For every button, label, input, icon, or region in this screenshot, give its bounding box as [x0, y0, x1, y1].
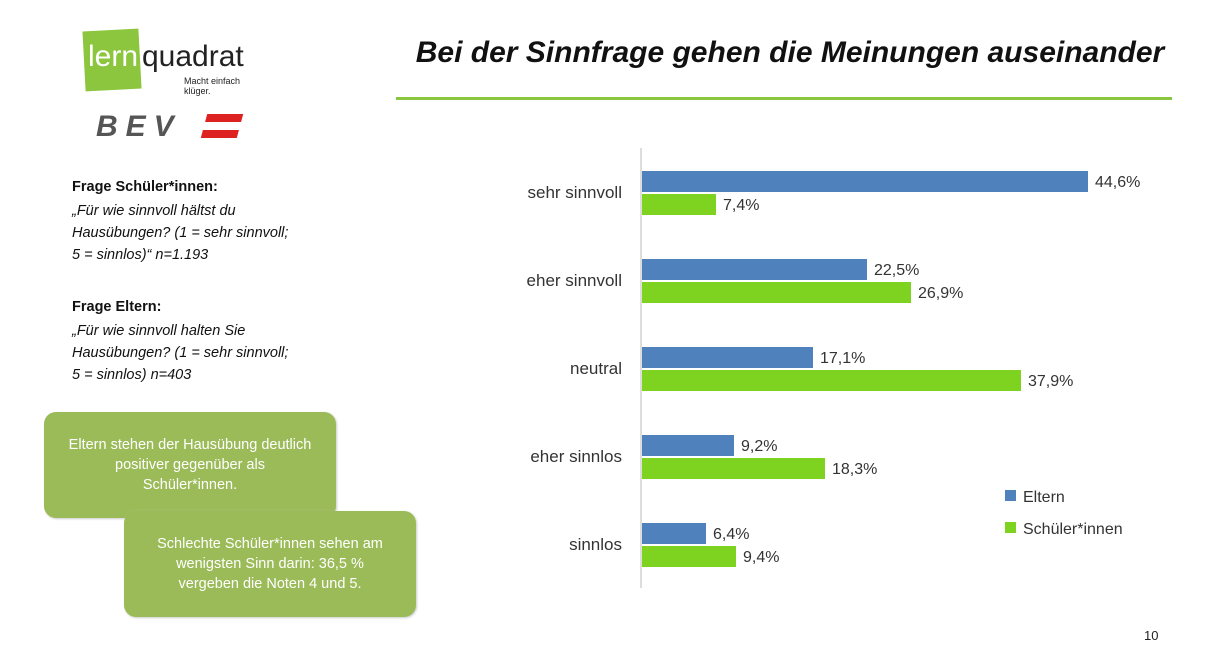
- legend-swatch: [1005, 522, 1016, 533]
- bar-parents: [642, 347, 813, 368]
- legend-swatch: [1005, 490, 1016, 501]
- category-label: sinnlos: [569, 535, 622, 554]
- lernquadrat-logo: lern quadrat Macht einfach klüger.: [82, 28, 254, 96]
- legend-label: Schüler*innen: [1023, 521, 1123, 538]
- bar-students: [642, 546, 736, 567]
- question-text: „Für wie sinnvoll halten Sie Hausübungen…: [72, 323, 289, 383]
- legend-label: Eltern: [1023, 489, 1065, 506]
- bar-students: [642, 370, 1021, 391]
- bar-students: [642, 194, 716, 215]
- question-text: „Für wie sinnvoll hältst du Hausübungen?…: [72, 203, 289, 263]
- bar-parents: [642, 523, 706, 544]
- category-label: eher sinnlos: [530, 447, 622, 466]
- question-students: Frage Schüler*innen: „Für wie sinnvoll h…: [72, 176, 288, 266]
- bar-parents: [642, 435, 734, 456]
- data-label: 17,1%: [820, 350, 865, 367]
- bar-parents: [642, 171, 1088, 192]
- bar-students: [642, 282, 911, 303]
- page-number: 10: [1144, 628, 1159, 643]
- callout-box: Eltern stehen der Hausübung deutlich pos…: [44, 412, 336, 518]
- data-label: 9,4%: [743, 549, 779, 566]
- category-label: neutral: [570, 359, 622, 378]
- slide-title: Bei der Sinnfrage gehen die Meinungen au…: [415, 36, 1165, 69]
- question-heading: Frage Schüler*innen:: [72, 179, 218, 195]
- bev-logo: BEV: [96, 110, 246, 143]
- category-label: sehr sinnvoll: [528, 183, 623, 202]
- data-label: 37,9%: [1028, 373, 1073, 390]
- callout-box: Schlechte Schüler*innen sehen am wenigst…: [124, 511, 416, 617]
- data-label: 9,2%: [741, 438, 777, 455]
- title-underline: [396, 97, 1172, 100]
- data-label: 26,9%: [918, 285, 963, 302]
- data-label: 22,5%: [874, 262, 919, 279]
- category-label: eher sinnvoll: [527, 271, 622, 290]
- question-heading: Frage Eltern:: [72, 299, 162, 315]
- bar-students: [642, 458, 825, 479]
- data-label: 44,6%: [1095, 174, 1140, 191]
- data-label: 18,3%: [832, 461, 877, 478]
- data-label: 7,4%: [723, 197, 759, 214]
- bar-parents: [642, 259, 867, 280]
- question-parents: Frage Eltern: „Für wie sinnvoll halten S…: [72, 296, 288, 386]
- data-label: 6,4%: [713, 526, 749, 543]
